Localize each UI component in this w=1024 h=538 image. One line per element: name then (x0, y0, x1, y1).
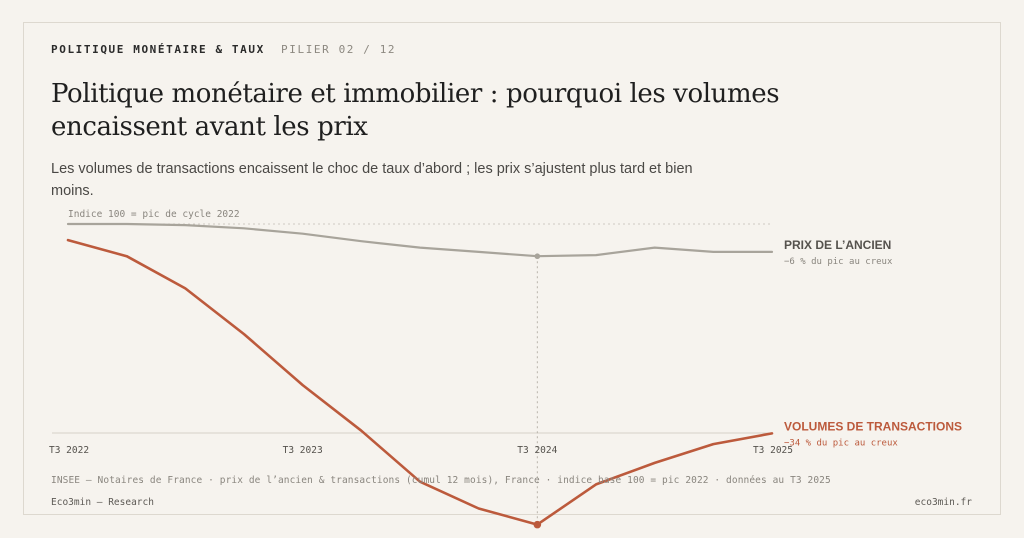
series-label-volumes: VOLUMES DE TRANSACTIONS (784, 419, 962, 433)
series-line-volumes (66, 238, 774, 526)
series-line-prix (66, 222, 774, 258)
series-point-prix (534, 253, 541, 260)
kicker-topic: POLITIQUE MONÉTAIRE & TAUX (51, 43, 265, 56)
source-note: INSEE — Notaires de France · prix de l’a… (51, 475, 831, 486)
kicker-pillar: PILIER 02 / 12 (281, 43, 397, 56)
card-frame (23, 22, 1001, 515)
x-tick-label: T3 2022 (49, 445, 89, 456)
x-tick-label: T3 2023 (283, 445, 323, 456)
x-tick-label: T3 2025 (753, 445, 793, 456)
series-label-prix: PRIX DE L’ANCIEN (784, 238, 891, 252)
site-link[interactable]: eco3min.fr (914, 497, 972, 508)
brand-label: Eco3min — Research (51, 497, 154, 508)
series-note-volumes: −34 % du pic au creux (784, 438, 898, 448)
kicker: POLITIQUE MONÉTAIRE & TAUX PILIER 02 / 1… (51, 43, 396, 56)
page-title: Politique monétaire et immobilier : pour… (51, 79, 780, 142)
series-point-volumes (533, 520, 542, 529)
x-tick-label: T3 2024 (517, 445, 557, 456)
y-axis-label: Indice 100 = pic de cycle 2022 (68, 209, 240, 220)
page-subtitle: Les volumes de transactions encaissent l… (51, 161, 693, 199)
series-note-prix: −6 % du pic au creux (784, 257, 893, 267)
